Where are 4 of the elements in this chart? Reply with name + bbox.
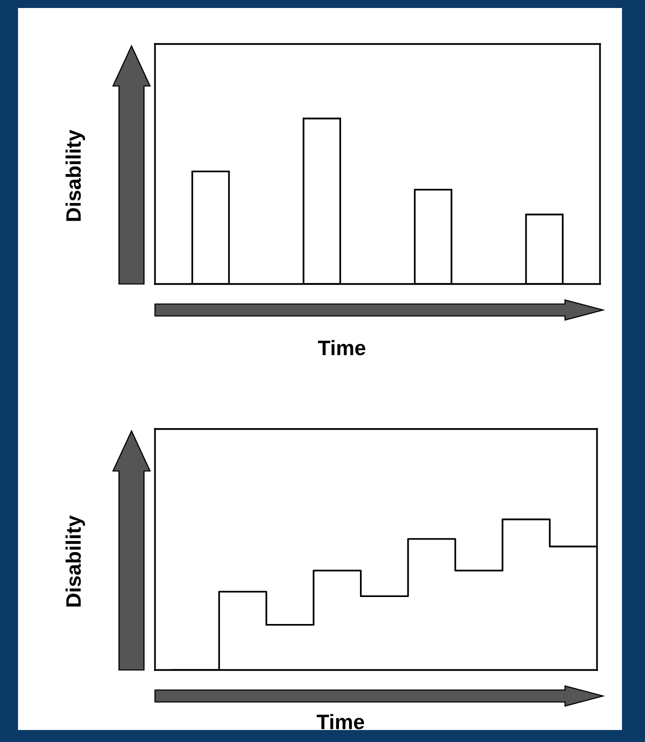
x-axis-title: Time: [316, 714, 364, 730]
x-axis-title: Time: [318, 340, 366, 356]
y-axis-title: Disability: [66, 130, 85, 221]
y-axis-title: Disability: [66, 515, 85, 606]
